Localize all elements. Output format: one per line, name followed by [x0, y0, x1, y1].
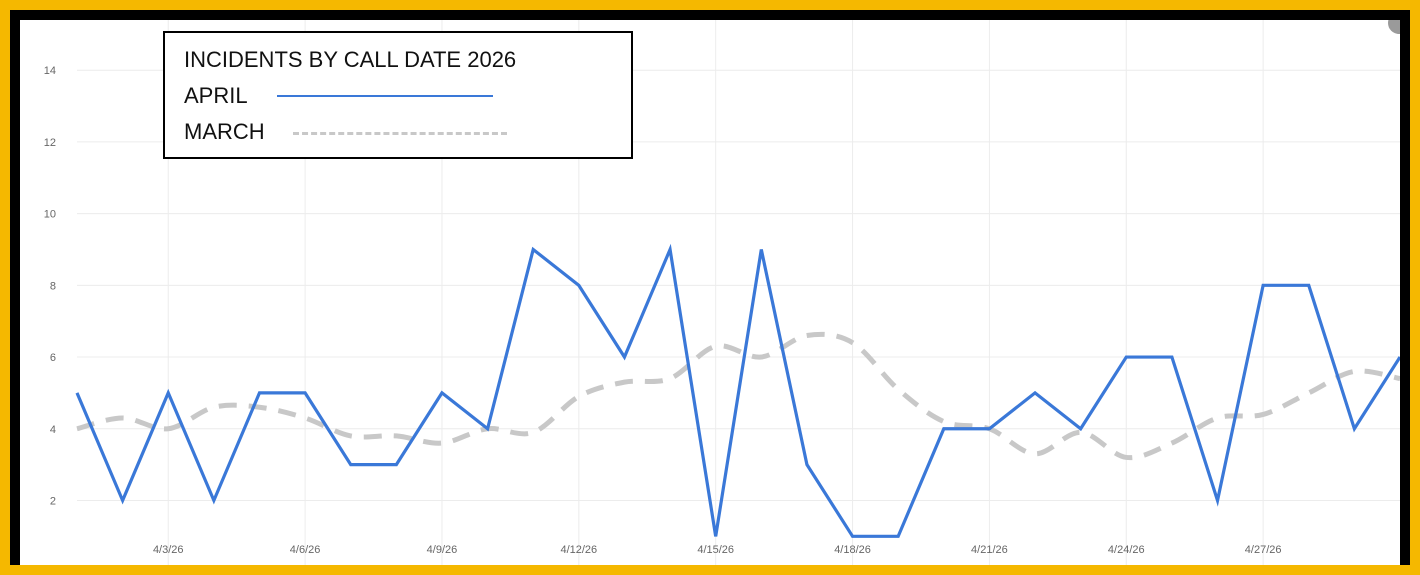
x-tick-label: 4/15/26: [697, 544, 734, 556]
x-tick-label: 4/12/26: [560, 544, 597, 556]
y-tick-label: 6: [50, 352, 56, 364]
series-april-line: [75, 243, 1400, 538]
legend-label-april: APRIL: [184, 83, 248, 108]
y-tick-label: 10: [44, 209, 56, 221]
y-tick-label: 2: [50, 495, 56, 507]
y-axis-ticks: 2 4 6 8 10 12 14: [44, 65, 56, 507]
y-tick-label: 8: [50, 280, 56, 292]
x-tick-label: 4/6/26: [290, 544, 321, 556]
series-layer: [75, 243, 1400, 538]
legend-label-march: MARCH: [184, 119, 265, 144]
x-tick-label: 4/24/26: [1108, 544, 1145, 556]
x-tick-label: 4/21/26: [971, 544, 1008, 556]
chart-title: INCIDENTS BY CALL DATE 2026: [184, 47, 517, 72]
series-march-line: [76, 331, 1400, 461]
legend-swatch-april: [277, 95, 493, 97]
y-tick-label: 14: [44, 65, 56, 77]
x-axis-ticks: 4/3/26 4/6/26 4/9/26 4/12/26 4/15/26 4/18/26 4…: [153, 544, 1282, 556]
y-tick-label: 12: [44, 137, 56, 149]
chart-panel: 2 4 6 8 10 12 14 4/3/26 4/6/26 4/9/26 4/12/26 4/15…: [20, 20, 1400, 565]
x-tick-label: 4/9/26: [427, 544, 458, 556]
legend-swatch-march: [293, 132, 507, 135]
legend: INCIDENTS BY CALL DATE 2026 APRIL MARCH: [163, 31, 633, 159]
y-tick-label: 4: [50, 424, 56, 436]
x-tick-label: 4/27/26: [1245, 544, 1282, 556]
x-tick-label: 4/18/26: [834, 544, 871, 556]
chart-border: 2 4 6 8 10 12 14 4/3/26 4/6/26 4/9/26 4/12/26 4/15…: [10, 10, 1410, 565]
corner-handle-icon: [1388, 20, 1400, 34]
x-tick-label: 4/3/26: [153, 544, 184, 556]
